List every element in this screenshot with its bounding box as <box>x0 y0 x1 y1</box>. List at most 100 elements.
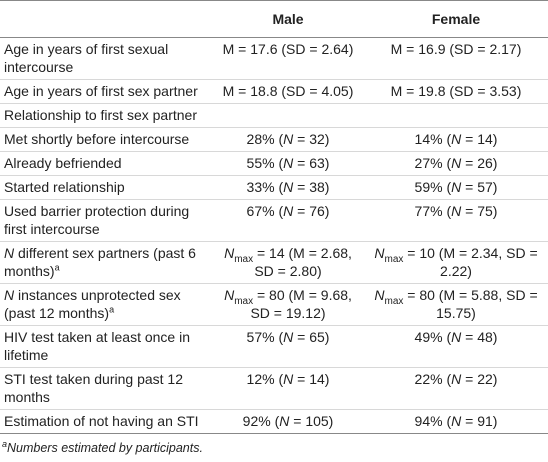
text-run: N <box>374 287 385 303</box>
table-row: N different sex partners (past 6 months)… <box>0 241 548 284</box>
value-cell: M = 17.6 (SD = 2.64) <box>212 37 364 80</box>
text-run: 94% ( <box>414 413 452 429</box>
text-run: 12% ( <box>246 371 284 387</box>
table-row: Relationship to first sex partner <box>0 103 548 128</box>
value-cell: Nmax = 10 (M = 2.34, SD = 2.22) <box>364 241 548 284</box>
text-run: N <box>283 371 294 387</box>
text-run: N <box>283 179 294 195</box>
value-cell: Nmax = 80 (M = 5.88, SD = 15.75) <box>364 283 548 326</box>
text-run: 33% ( <box>246 179 284 195</box>
row-label: Already befriended <box>0 151 212 176</box>
text-run: 59% ( <box>414 179 452 195</box>
text-run: = 38) <box>293 179 330 195</box>
text-run: Met shortly before intercourse <box>4 131 190 147</box>
text-run: 28% ( <box>246 131 284 147</box>
table-row: Age in years of first sex partner M = 18.… <box>0 79 548 104</box>
text-run: 49% ( <box>414 329 452 345</box>
value-cell: 33% (N = 38) <box>212 175 364 200</box>
row-label: Age in years of first sex partner <box>0 79 212 104</box>
table-row: Already befriended 55% (N = 63) 27% (N = 2… <box>0 151 548 176</box>
row-label: Used barrier protection during first int… <box>0 199 212 242</box>
text-run: a <box>2 438 8 449</box>
text-run: 14% ( <box>414 131 452 147</box>
text-run: = 76) <box>293 203 330 219</box>
text-run: N <box>451 329 462 345</box>
text-run: = 26) <box>461 155 498 171</box>
text-run: 67% ( <box>246 203 284 219</box>
text-run: N <box>283 155 294 171</box>
text-run: N <box>224 287 235 303</box>
text-run: = 32) <box>293 131 330 147</box>
text-run: = 14) <box>293 371 330 387</box>
text-run: = 63) <box>293 155 330 171</box>
text-run: M = 19.8 (SD = 3.53) <box>390 83 522 99</box>
value-cell: M = 19.8 (SD = 3.53) <box>364 79 548 104</box>
text-run: 57% ( <box>246 329 284 345</box>
text-run: M = 16.9 (SD = 2.17) <box>390 41 522 57</box>
value-cell: 55% (N = 63) <box>212 151 364 176</box>
text-run: = 14 (M = 2.68, SD = 2.80) <box>253 245 352 279</box>
value-cell: 28% (N = 32) <box>212 127 364 152</box>
value-cell: Nmax = 80 (M = 9.68, SD = 19.12) <box>212 283 364 326</box>
header-cell: Female <box>364 0 548 38</box>
text-run: HIV test taken at least once in lifetime <box>4 329 190 363</box>
text-run: N <box>451 203 462 219</box>
table-row: Age in years of first sexual intercourse… <box>0 37 548 80</box>
text-run: 22% ( <box>414 371 452 387</box>
value-cell <box>212 103 364 128</box>
text-run: Age in years of first sexual intercourse <box>4 41 169 75</box>
table-row: Started relationship 33% (N = 38) 59% ( N =… <box>0 175 548 200</box>
text-run: N <box>451 371 462 387</box>
table-row: Estimation of not having an STI 92% (N = … <box>0 409 548 434</box>
text-run: a <box>109 304 115 315</box>
text-run: N <box>374 245 385 261</box>
text-run: = 10 (M = 2.34, SD = 2.22) <box>403 245 538 279</box>
text-run: a <box>54 262 60 273</box>
text-run: N <box>451 131 462 147</box>
text-run: instances unprotected sex (past 12 month… <box>4 287 181 321</box>
value-cell: Nmax = 14 (M = 2.68, SD = 2.80) <box>212 241 364 284</box>
value-cell: 14% (N = 14) <box>364 127 548 152</box>
value-cell: 27% (N = 26) <box>364 151 548 176</box>
text-run: = 22) <box>461 371 498 387</box>
value-cell: 57% (N = 65) <box>212 325 364 368</box>
value-cell: M = 16.9 (SD = 2.17) <box>364 37 548 80</box>
header-row: Male Female <box>0 0 548 38</box>
table-row: Used barrier protection during first int… <box>0 199 548 242</box>
text-run: N <box>451 413 462 429</box>
row-label: N instances unprotected sex (past 12 mon… <box>0 283 212 326</box>
header-cell <box>0 0 212 38</box>
value-cell: 12% (N = 14) <box>212 367 364 410</box>
text-run: N <box>279 413 290 429</box>
value-cell: 67% (N = 76) <box>212 199 364 242</box>
text-run: STI test taken during past 12 months <box>4 371 183 405</box>
table-row: STI test taken during past 12 months 12% … <box>0 367 548 410</box>
text-run: N <box>224 245 235 261</box>
text-run: 55% ( <box>246 155 284 171</box>
text-run: = 80 (M = 5.88, SD = 15.75) <box>403 287 538 321</box>
data-table: Male Female Age in years of first sexual… <box>0 0 548 434</box>
text-run: 92% ( <box>242 413 280 429</box>
row-label: Estimation of not having an STI <box>0 409 212 434</box>
text-run: Estimation of not having an STI <box>4 413 199 429</box>
header-cell: Male <box>212 0 364 38</box>
value-cell <box>364 103 548 128</box>
table-row: Met shortly before intercourse 28% (N = 3… <box>0 127 548 152</box>
table-body: Age in years of first sexual intercourse… <box>0 37 548 434</box>
value-cell: M = 18.8 (SD = 4.05) <box>212 79 364 104</box>
row-label: Age in years of first sexual intercourse <box>0 37 212 80</box>
row-label: HIV test taken at least once in lifetime <box>0 325 212 368</box>
text-run: N <box>283 329 294 345</box>
value-cell: 92% (N = 105) <box>212 409 364 434</box>
text-run: N <box>4 245 15 261</box>
footnote: aNumbers estimated by participants. <box>0 434 548 462</box>
row-label: Started relationship <box>0 175 212 200</box>
text-run: Started relationship <box>4 179 125 195</box>
table-row: HIV test taken at least once in lifetime… <box>0 325 548 368</box>
row-label: N different sex partners (past 6 months)… <box>0 241 212 284</box>
text-run: Relationship to first sex partner <box>4 107 197 123</box>
text-run: max <box>234 253 254 265</box>
text-run: = 48) <box>461 329 498 345</box>
text-run: Age in years of first sex partner <box>4 83 198 99</box>
